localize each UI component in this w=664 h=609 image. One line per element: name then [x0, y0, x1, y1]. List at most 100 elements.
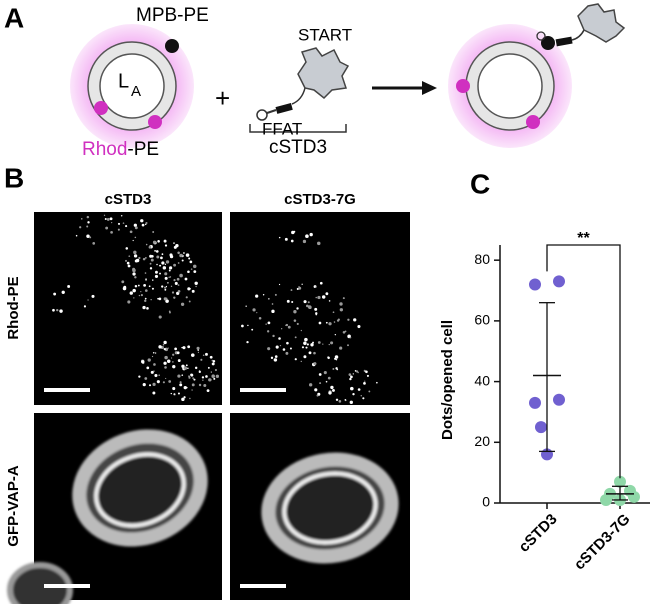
- speckle: [138, 256, 141, 260]
- speckle: [172, 387, 176, 391]
- speckle: [200, 358, 203, 361]
- speckle: [357, 388, 361, 391]
- speckle: [145, 279, 147, 282]
- speckle: [188, 257, 191, 260]
- speckle: [138, 375, 141, 378]
- speckle: [170, 285, 173, 288]
- data-point: [614, 475, 626, 488]
- speckle: [183, 386, 187, 390]
- speckle: [155, 250, 159, 253]
- speckle: [146, 366, 150, 370]
- speckle: [164, 286, 167, 289]
- speckle: [196, 346, 200, 350]
- speckle: [129, 230, 133, 234]
- speckle: [366, 374, 369, 377]
- speckle: [316, 394, 319, 397]
- panel-label: C: [470, 168, 490, 199]
- speckle: [145, 278, 147, 281]
- speckle: [117, 222, 121, 225]
- speckle: [67, 285, 71, 288]
- speckle: [172, 361, 174, 363]
- speckle: [342, 330, 346, 334]
- speckle: [181, 346, 183, 349]
- speckle: [286, 341, 289, 345]
- speckle: [132, 239, 134, 242]
- significance-label: **: [577, 230, 590, 247]
- speckle: [190, 268, 193, 270]
- speckle: [273, 358, 278, 362]
- row-label: Rhod-PE: [5, 276, 22, 339]
- speckle: [258, 316, 262, 320]
- speckle: [352, 392, 355, 396]
- speckle: [164, 263, 167, 266]
- speckle: [296, 307, 299, 310]
- speckle: [344, 398, 347, 401]
- speckle: [168, 266, 173, 270]
- speckle: [144, 377, 148, 380]
- speckle: [165, 285, 168, 288]
- speckle: [161, 253, 164, 256]
- speckle: [181, 374, 184, 376]
- speckle: [59, 309, 63, 313]
- y-tick-label: 0: [482, 494, 490, 510]
- speckle: [201, 376, 205, 379]
- speckle: [177, 262, 180, 264]
- speckle: [191, 289, 195, 293]
- speckle: [347, 344, 349, 347]
- speckle: [148, 245, 151, 248]
- speckle: [187, 367, 189, 369]
- y-axis-label: Dots/opened cell: [439, 320, 456, 440]
- speckle: [110, 230, 113, 234]
- speckle: [157, 239, 160, 243]
- speckle: [127, 264, 131, 268]
- speckle: [342, 297, 345, 300]
- speckle: [103, 214, 106, 216]
- speckle: [165, 260, 170, 264]
- speckle: [205, 375, 208, 378]
- speckle: [270, 356, 274, 360]
- speckle: [150, 298, 152, 301]
- speckle: [339, 302, 343, 306]
- speckle: [304, 337, 308, 342]
- speckle: [325, 380, 328, 383]
- speckle: [191, 383, 195, 387]
- speckle: [290, 289, 293, 291]
- speckle: [194, 366, 198, 370]
- speckle: [144, 223, 147, 226]
- speckle: [125, 259, 127, 262]
- speckle: [164, 272, 168, 276]
- speckle: [274, 355, 278, 358]
- speckle: [151, 287, 154, 290]
- speckle: [134, 276, 137, 279]
- speckle: [176, 351, 180, 355]
- speckle: [162, 343, 165, 346]
- speckle: [133, 254, 138, 258]
- speckle: [179, 381, 182, 384]
- speckle: [177, 289, 181, 293]
- speckle: [335, 358, 338, 361]
- speckle: [173, 245, 177, 249]
- speckle: [171, 291, 175, 294]
- speckle: [339, 308, 344, 312]
- speckle: [281, 328, 283, 330]
- speckle: [159, 272, 161, 275]
- speckle: [267, 321, 271, 325]
- speckle: [332, 368, 335, 370]
- speckle: [365, 370, 368, 374]
- speckle: [156, 380, 160, 384]
- speckle: [286, 299, 290, 303]
- speckle: [274, 293, 277, 296]
- speckle: [202, 379, 204, 381]
- speckle: [146, 307, 149, 310]
- speckle: [348, 373, 352, 376]
- speckle: [327, 356, 330, 360]
- rhod-text: Rhod: [82, 139, 127, 160]
- speckle: [180, 302, 185, 306]
- speckle: [293, 310, 297, 314]
- speckle: [210, 371, 212, 373]
- speckle: [271, 309, 275, 314]
- speckle: [129, 291, 133, 295]
- speckle: [187, 270, 190, 274]
- speckle: [303, 355, 307, 359]
- plus-sign: +: [215, 83, 230, 113]
